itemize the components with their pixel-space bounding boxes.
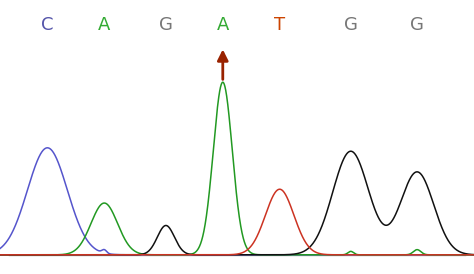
Text: T: T xyxy=(274,16,285,34)
Text: A: A xyxy=(217,16,229,34)
Text: G: G xyxy=(410,16,424,34)
Text: C: C xyxy=(41,16,54,34)
Text: G: G xyxy=(344,16,358,34)
Text: G: G xyxy=(159,16,173,34)
Text: A: A xyxy=(98,16,110,34)
